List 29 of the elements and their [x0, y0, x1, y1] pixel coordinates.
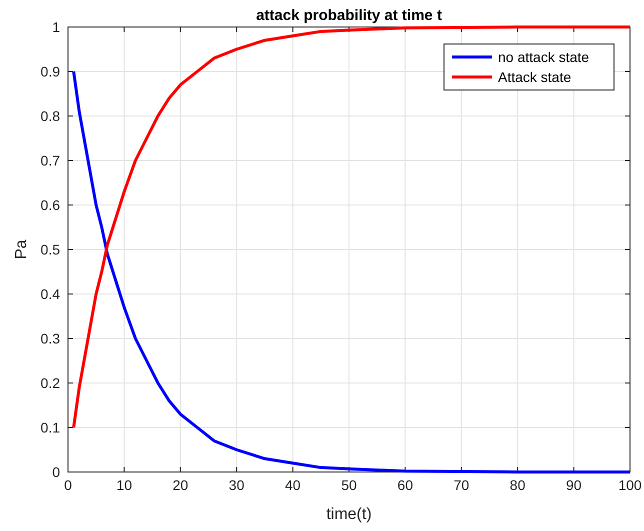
x-axis-title: time(t): [326, 506, 372, 523]
x-tick-label: 30: [228, 477, 245, 493]
y-axis-title: Pa: [13, 240, 30, 260]
x-tick-label: 40: [285, 477, 301, 493]
line-series: [72, 70, 632, 474]
line-series: [72, 26, 632, 429]
legend-label: no attack state: [498, 49, 590, 65]
chart-title: attack probability at time t: [256, 7, 442, 24]
y-tick-label: 0.9: [40, 64, 60, 80]
x-tick-label: 0: [64, 477, 72, 493]
y-tick-label: 0.2: [40, 375, 60, 391]
y-tick-label: 1: [52, 19, 60, 35]
x-tick-label: 100: [618, 477, 642, 493]
y-tick-label: 0.4: [40, 286, 60, 302]
y-tick-label: 0: [52, 464, 60, 480]
y-tick-label: 0.3: [40, 330, 60, 346]
y-tick-label: 0.6: [40, 197, 60, 213]
x-tick-label: 10: [116, 477, 132, 493]
x-tick-label: 70: [454, 477, 470, 493]
y-tick-label: 0.5: [40, 242, 60, 258]
legend-label: Attack state: [498, 69, 572, 85]
y-tick-label: 0.1: [40, 420, 60, 436]
x-tick-label: 20: [172, 477, 188, 493]
y-tick-label: 0.8: [40, 108, 60, 124]
x-tick-label: 80: [510, 477, 526, 493]
x-tick-label: 90: [566, 477, 582, 493]
x-tick-label: 50: [341, 477, 357, 493]
x-tick-label: 60: [397, 477, 414, 493]
y-tick-label: 0.7: [40, 152, 60, 168]
